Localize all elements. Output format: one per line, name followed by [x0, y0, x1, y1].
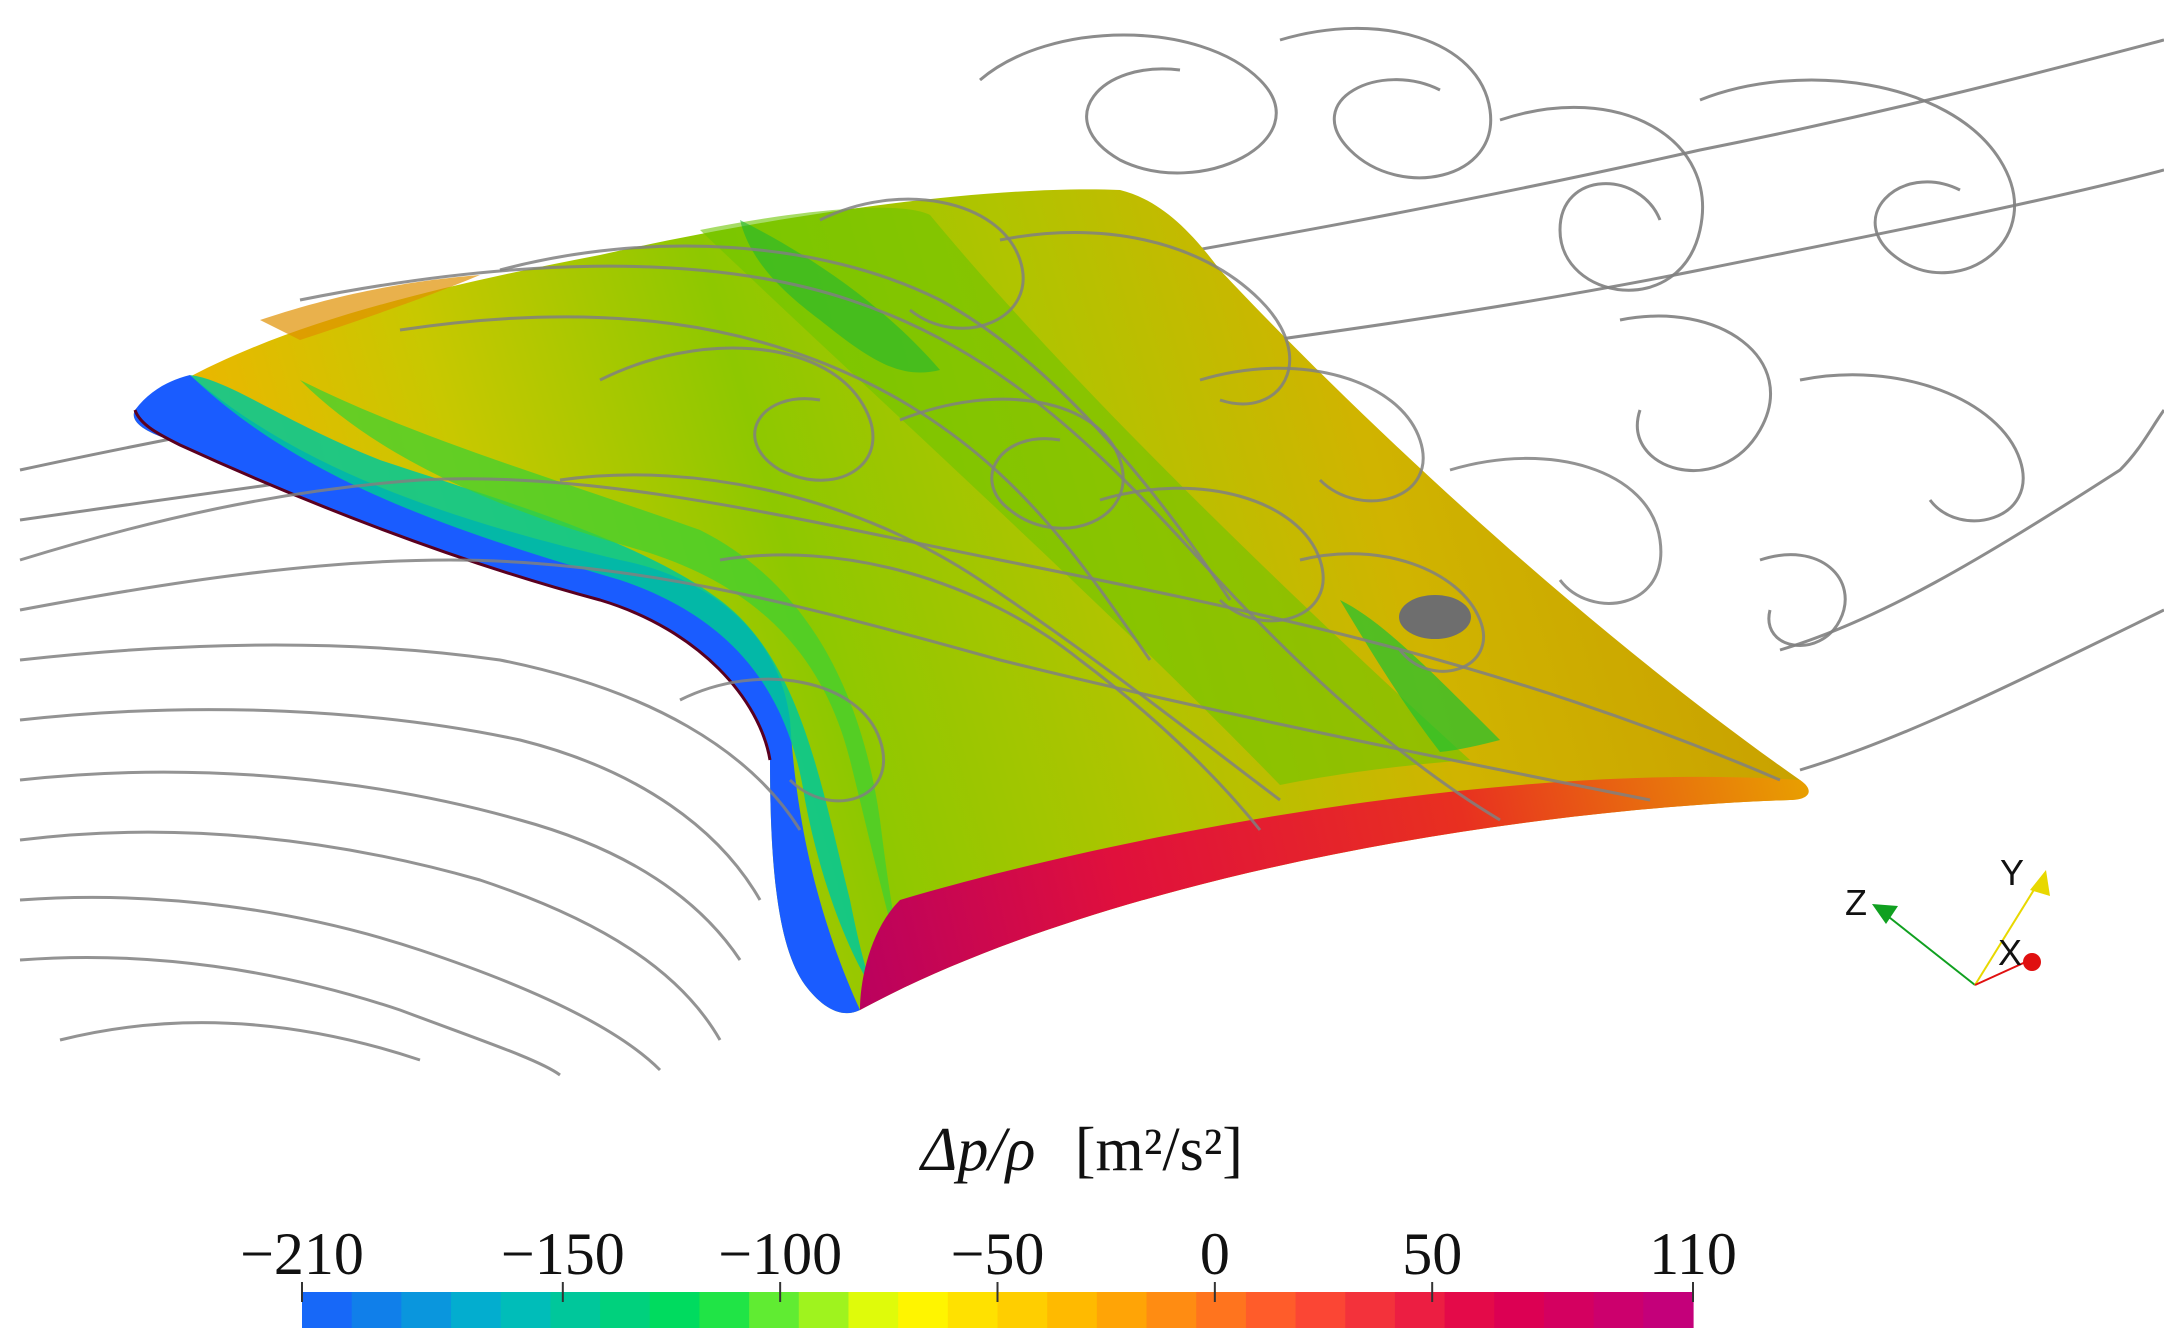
vortex-core-marker — [1399, 595, 1471, 639]
leading-edge-green — [300, 380, 910, 990]
streamline — [399, 315, 1152, 661]
colorbar-segment — [1494, 1292, 1545, 1328]
wing-pressure-band — [1340, 600, 1500, 752]
colorbar-segment — [500, 1292, 551, 1328]
streamline — [1449, 457, 1663, 605]
colorbar-segment — [1047, 1292, 1098, 1328]
colorbar-segment — [1196, 1292, 1247, 1328]
streamline — [679, 677, 885, 803]
colorbar-segment — [1295, 1292, 1346, 1328]
streamline — [19, 708, 762, 901]
wing-visualization: Z Y X — [19, 27, 2164, 1077]
streamline — [19, 477, 1781, 782]
streamline — [1759, 553, 1847, 647]
streamline — [819, 197, 1025, 330]
streamline — [719, 553, 1262, 831]
colorbar-segment — [699, 1292, 750, 1328]
streamline — [1299, 552, 1485, 673]
colorbar-tick-label: 50 — [1402, 1221, 1462, 1287]
streamline — [979, 33, 1278, 175]
colorbar-title: Δp/ρ [m²/s²] — [918, 1116, 1243, 1184]
colorbar-tick-marks — [301, 1282, 1694, 1302]
colorbar-tick-label: −210 — [240, 1221, 364, 1287]
streamline — [19, 643, 802, 831]
y-axis-arrowhead — [2030, 870, 2050, 896]
colorbar-tick-labels: −210 −150 −100 −50 0 50 110 — [240, 1221, 1737, 1287]
streamline — [19, 830, 722, 1041]
colorbar-bar — [302, 1292, 1694, 1328]
z-axis-arrowhead — [1872, 904, 1898, 924]
streamline — [499, 244, 1232, 601]
colorbar-segment — [1543, 1292, 1595, 1328]
colorbar-segment — [749, 1292, 800, 1328]
y-axis-label: Y — [2000, 852, 2024, 893]
colorbar-segment — [351, 1292, 402, 1328]
wing-pressure-band — [260, 275, 480, 340]
colorbar-segment — [401, 1292, 452, 1328]
streamline — [1799, 608, 2164, 772]
colorbar-segment — [649, 1292, 701, 1328]
colorbar-legend: Δp/ρ [m²/s²] −210 −150 −100 −50 0 50 110 — [240, 1116, 1737, 1328]
streamline — [559, 473, 1281, 802]
streamline — [1199, 366, 1425, 503]
colorbar-unit: [m²/s²] — [1075, 1116, 1243, 1184]
colorbar-segment — [451, 1292, 502, 1328]
streamline — [19, 895, 662, 1072]
streamline — [1699, 78, 2016, 275]
wing-lower-surface — [860, 776, 1809, 1010]
leading-edge-suction — [133, 375, 861, 1014]
streamline — [299, 264, 1501, 822]
streamline — [999, 231, 1292, 406]
colorbar-tick-label: −150 — [501, 1221, 625, 1287]
x-axis-arrowhead — [2023, 953, 2041, 971]
colorbar-segment — [550, 1292, 601, 1328]
streamline — [1499, 105, 1704, 292]
streamline — [1279, 27, 1493, 180]
streamline — [1779, 409, 2164, 652]
colorbar-segment — [1394, 1292, 1446, 1328]
streamline — [1099, 486, 1325, 623]
colorbar-tick-label: 110 — [1649, 1221, 1737, 1287]
streamline — [1619, 314, 1773, 472]
colorbar-segment — [600, 1292, 651, 1328]
streamlines-front — [19, 197, 1781, 1077]
colorbar-segment — [1096, 1292, 1148, 1328]
colorbar-segment — [1245, 1292, 1297, 1328]
colorbar-segment — [1643, 1292, 1694, 1328]
z-axis-line — [1879, 909, 1976, 986]
colorbar-variable: Δp/ρ — [918, 1116, 1035, 1184]
colorbar-segment — [1593, 1292, 1644, 1328]
streamline — [599, 346, 875, 482]
colorbar-segment — [1146, 1292, 1197, 1328]
x-axis-line — [1974, 959, 2031, 986]
streamline — [19, 558, 1651, 802]
colorbar-tick-label: 0 — [1200, 1221, 1230, 1287]
colorbar-tick-label: −50 — [951, 1221, 1045, 1287]
colorbar-segment — [898, 1292, 949, 1328]
colorbar-tick-label: −100 — [718, 1221, 842, 1287]
streamline — [19, 955, 561, 1077]
colorbar-segment — [997, 1292, 1048, 1328]
streamline — [1799, 373, 2025, 523]
colorbar-segment — [302, 1292, 353, 1328]
colorbar-segment — [798, 1292, 850, 1328]
colorbar-segment — [947, 1292, 999, 1328]
x-axis-label: X — [1998, 932, 2022, 973]
colorbar-segment — [1444, 1292, 1495, 1328]
z-axis-label: Z — [1845, 882, 1867, 923]
colorbar-segment — [848, 1292, 899, 1328]
colorbar-segment — [1345, 1292, 1396, 1328]
streamline — [59, 1021, 421, 1062]
streamline — [19, 770, 742, 961]
axes-triad: Z Y X — [1845, 852, 2050, 986]
streamline — [899, 397, 1125, 530]
y-axis-line — [1974, 879, 2041, 986]
